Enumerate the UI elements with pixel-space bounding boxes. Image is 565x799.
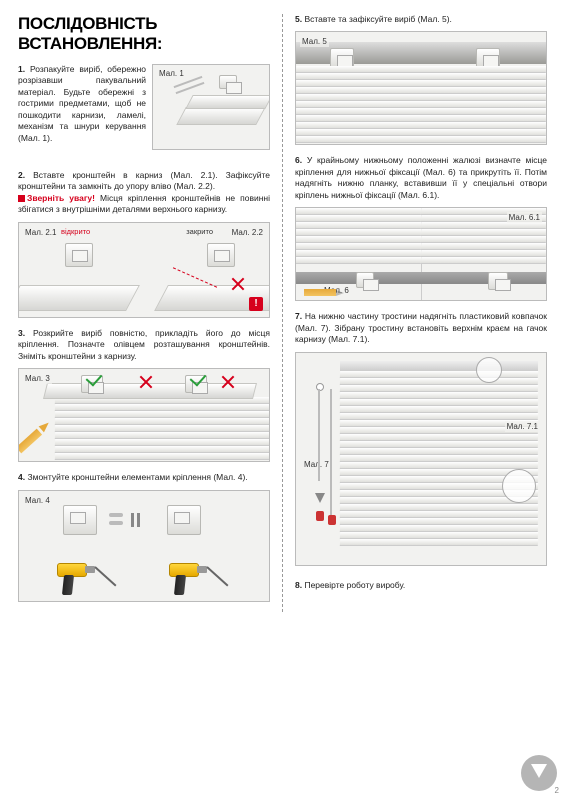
- figure-7-label: Мал. 7: [302, 459, 331, 470]
- figure-4: Мал. 4: [18, 490, 270, 602]
- step-5-text: 5. Вставте та зафіксуйте виріб (Мал. 5).: [295, 14, 547, 25]
- page-title: ПОСЛІДОВНІСТЬ ВСТАНОВЛЕННЯ:: [18, 14, 270, 54]
- figure-5: Мал. 5: [295, 31, 547, 145]
- x-mark-icon: [139, 375, 153, 389]
- scroll-down-icon: [521, 755, 557, 791]
- step-4-text: 4. Змонтуйте кронштейни елементами кріпл…: [18, 472, 270, 483]
- figure-21-label: Мал. 2.1: [23, 227, 58, 238]
- cap-icon: [316, 511, 324, 521]
- closed-label: закрито: [186, 227, 213, 236]
- figure-6: Мал. 6 Мал. 6.1: [295, 207, 547, 301]
- warn-badge-icon: !: [249, 297, 263, 311]
- drill-icon: [57, 557, 95, 597]
- wand-icon: [318, 389, 320, 481]
- figure-3-label: Мал. 3: [23, 373, 52, 384]
- figure-5-label: Мал. 5: [300, 36, 329, 47]
- x-mark-icon: [231, 277, 245, 291]
- x-mark-icon: [221, 375, 235, 389]
- figure-71-label: Мал. 7.1: [505, 421, 540, 432]
- figure-4-label: Мал. 4: [23, 495, 52, 506]
- figure-7: Мал. 7 Мал. 7.1: [295, 352, 547, 566]
- cap-icon: [328, 515, 336, 525]
- open-label: відкрито: [61, 227, 90, 236]
- drill-icon: [169, 557, 207, 597]
- figure-3: Мал. 3: [18, 368, 270, 462]
- figure-1-label: Мал. 1: [157, 68, 186, 79]
- step-8-text: 8. Перевірте роботу виробу.: [295, 580, 547, 591]
- figure-22-label: Мал. 2.2: [230, 227, 265, 238]
- figure-2: Мал. 2.1 відкрито закрито Мал. 2.2 !: [18, 222, 270, 318]
- step-2-text: 2. Вставте кронштейн в карниз (Мал. 2.1)…: [18, 170, 270, 216]
- figure-1: Мал. 1: [152, 64, 270, 150]
- step-7-text: 7. На нижню частину тростини надягніть п…: [295, 311, 547, 345]
- wand-icon: [330, 389, 332, 517]
- step-6-text: 6. У крайньому нижньому положенні жалюзі…: [295, 155, 547, 201]
- step-1-text: 1. Розпакуйте виріб, обережно розрізавши…: [18, 64, 146, 160]
- warn-square-icon: [18, 195, 25, 202]
- step-3-text: 3. Розкрийте виріб повністю, прикладіть …: [18, 328, 270, 362]
- page-number: 2: [555, 786, 559, 795]
- figure-61-label: Мал. 6.1: [507, 212, 542, 223]
